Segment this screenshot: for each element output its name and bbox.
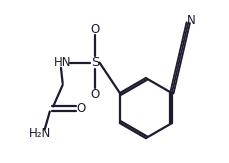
Text: HN: HN bbox=[54, 56, 71, 69]
Text: H₂N: H₂N bbox=[28, 127, 50, 140]
Text: O: O bbox=[90, 23, 99, 36]
Text: N: N bbox=[186, 14, 195, 27]
Text: O: O bbox=[76, 102, 85, 115]
Text: S: S bbox=[91, 56, 99, 69]
Text: O: O bbox=[90, 88, 99, 101]
